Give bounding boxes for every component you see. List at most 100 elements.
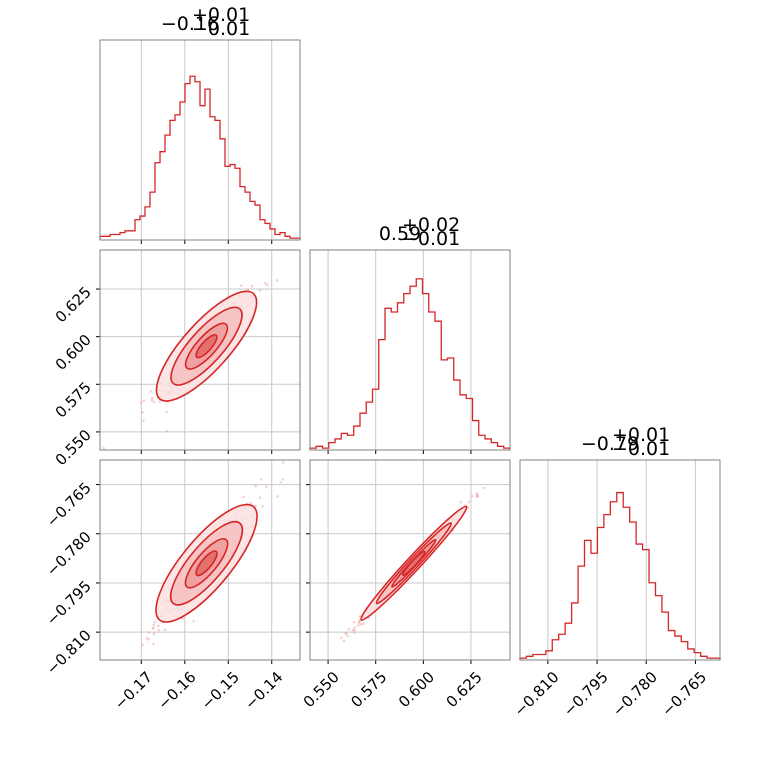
scatter-point — [242, 495, 245, 499]
scatter-point — [476, 493, 479, 496]
panel-title-2: −0.79 — [581, 433, 639, 455]
scatter-point — [347, 627, 351, 631]
y-tick-label: 0.600 — [52, 331, 95, 374]
scatter-point — [147, 631, 151, 634]
scatter-1-2 — [339, 486, 486, 643]
panel-grid-1-1 — [327, 250, 472, 454]
panel-frame-2-2 — [519, 459, 721, 661]
scatter-point — [165, 410, 169, 414]
scatter-point — [250, 284, 254, 288]
scatter-point — [265, 485, 268, 489]
x-tick-label: 0.600 — [395, 668, 438, 711]
scatter-point — [260, 477, 263, 481]
scatter-point — [275, 279, 279, 282]
scatter-point — [249, 501, 252, 505]
y-tick-label: −0.795 — [43, 577, 95, 629]
scatter-point — [157, 624, 160, 628]
y-tick-label: 0.575 — [52, 378, 95, 421]
scatter-point — [152, 400, 156, 404]
panel-frame-2-1 — [309, 459, 511, 661]
scatter-point — [258, 496, 262, 499]
scatter-point — [281, 477, 285, 481]
panel-title-0: −0.16 — [161, 13, 219, 35]
scatter-point — [276, 495, 279, 498]
scatter-point — [353, 631, 356, 635]
scatter-point — [142, 399, 146, 403]
histogram-1 — [309, 278, 511, 450]
panel-frame-2-0 — [99, 459, 301, 661]
scatter-point — [362, 622, 365, 625]
x-tick-label: 0.550 — [300, 668, 343, 711]
scatter-point — [353, 626, 356, 629]
x-tick-label: −0.765 — [658, 668, 710, 720]
scatter-point — [353, 628, 356, 632]
scatter-point — [142, 419, 145, 422]
x-tick-label: −0.780 — [609, 668, 661, 720]
scatter-point — [163, 628, 167, 632]
contour-level-3 — [401, 550, 426, 577]
scatter-point — [352, 621, 356, 624]
scatter-point — [475, 494, 479, 498]
scatter-point — [360, 622, 363, 626]
panel-title-sup-0: +0.01 — [192, 4, 250, 26]
scatter-0-1 — [102, 279, 279, 450]
histogram-0 — [99, 75, 301, 240]
scatter-point — [150, 398, 154, 402]
scatter-point — [279, 480, 282, 484]
scatter-point — [261, 505, 264, 508]
scatter-point — [192, 619, 195, 623]
scatter-point — [152, 623, 156, 627]
scatter-point — [344, 631, 347, 635]
scatter-point — [102, 446, 106, 450]
y-tick-label: 0.550 — [52, 426, 95, 469]
scatter-point — [459, 500, 463, 504]
scatter-point — [139, 401, 143, 404]
scatter-point — [264, 282, 267, 285]
panel-title-1: 0.59 — [379, 223, 421, 245]
scatter-point — [152, 642, 155, 646]
y-tick-label: 0.625 — [52, 283, 95, 326]
scatter-point — [342, 639, 346, 643]
scatter-point — [141, 411, 144, 414]
y-tick-label: −0.780 — [43, 528, 95, 580]
scatter-point — [339, 636, 343, 640]
scatter-point — [265, 283, 269, 287]
scatter-point — [254, 484, 258, 488]
y-tick-label: −0.810 — [43, 626, 95, 678]
panel-frame-1-0 — [99, 249, 301, 451]
scatter-point — [165, 429, 169, 433]
panel-title-sub-1: −0.01 — [402, 228, 460, 250]
x-tick-label: −0.14 — [241, 668, 286, 713]
histogram-2 — [519, 491, 721, 660]
x-tick-label: −0.16 — [154, 668, 199, 713]
scatter-point — [157, 628, 161, 632]
scatter-point — [240, 284, 243, 287]
x-tick-label: −0.17 — [111, 668, 156, 713]
x-tick-label: 0.575 — [347, 668, 390, 711]
scatter-point — [470, 494, 474, 498]
scatter-point — [147, 638, 150, 641]
scatter-point — [467, 500, 471, 504]
scatter-point — [281, 461, 285, 464]
contour-level-3 — [195, 333, 218, 359]
scatter-point — [357, 624, 360, 627]
x-tick-label: −0.810 — [511, 668, 563, 720]
panel-grid-2-2: −0.810−0.795−0.780−0.765 — [511, 460, 710, 720]
scatter-point — [158, 400, 162, 403]
panel-grid-0-0 — [140, 40, 273, 244]
scatter-point — [149, 390, 153, 393]
panel-title-sup-2: +0.01 — [612, 424, 670, 446]
scatter-point — [153, 620, 157, 624]
panel-title-sup-1: +0.02 — [402, 214, 460, 236]
panel-frame-0-0 — [99, 39, 301, 241]
panel-title-sub-2: −0.01 — [612, 438, 670, 460]
contour-level-3 — [195, 550, 218, 577]
x-tick-label: −0.795 — [560, 668, 612, 720]
scatter-point — [151, 626, 155, 629]
scatter-point — [141, 643, 144, 647]
x-tick-label: 0.625 — [443, 668, 486, 711]
scatter-point — [346, 634, 349, 638]
scatter-point — [150, 396, 154, 400]
x-tick-label: −0.15 — [198, 668, 243, 713]
